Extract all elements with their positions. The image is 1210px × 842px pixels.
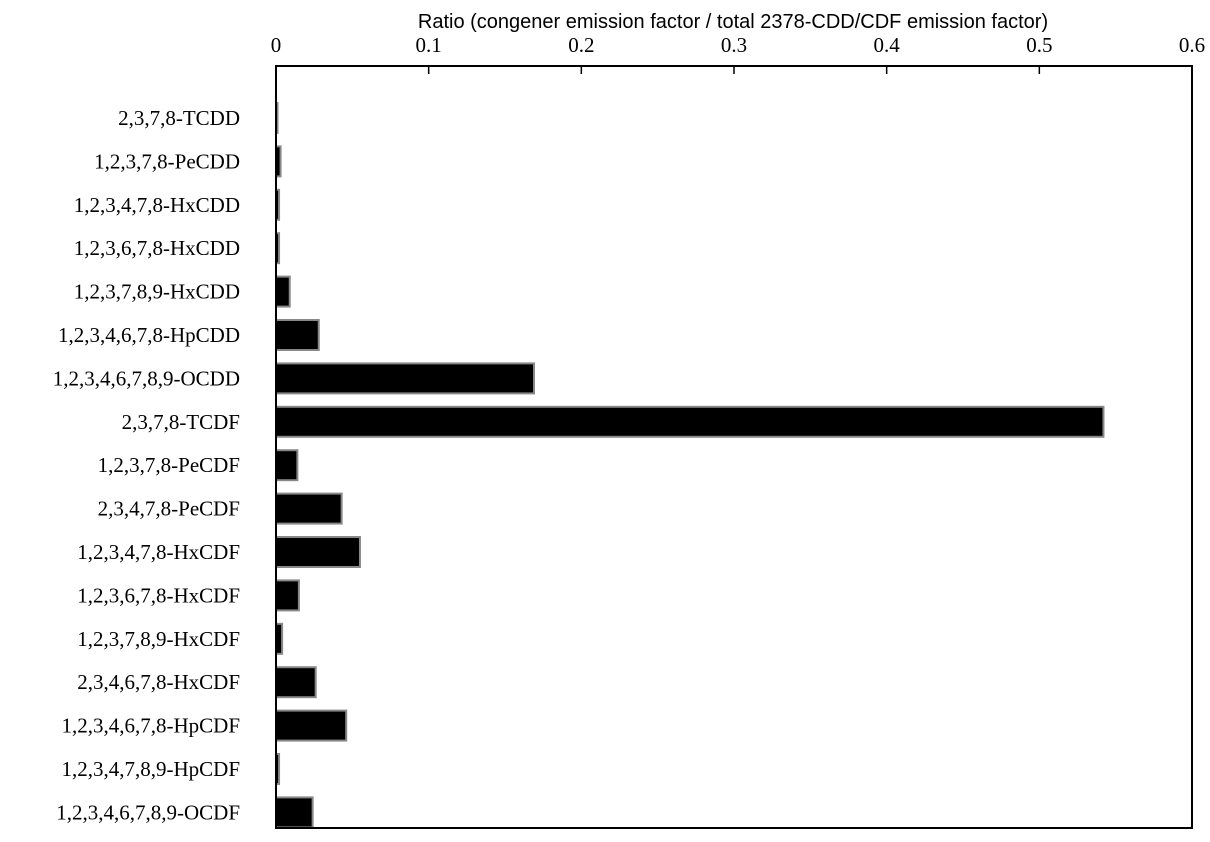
category-label: 1,2,3,4,7,8-HxCDF	[77, 540, 240, 564]
bars	[275, 102, 1105, 829]
x-tick-label: 0.1	[416, 33, 442, 57]
category-label: 1,2,3,4,6,7,8,9-OCDD	[53, 366, 240, 390]
x-tick-label: 0.5	[1026, 33, 1052, 57]
category-label: 1,2,3,4,6,7,8,9-OCDF	[56, 800, 240, 824]
bar	[275, 449, 299, 482]
bar	[275, 405, 1105, 438]
category-label: 1,2,3,4,7,8,9-HpCDF	[61, 757, 240, 781]
bar	[275, 275, 291, 308]
bar	[275, 709, 348, 742]
category-label: 1,2,3,7,8,9-HxCDD	[74, 280, 240, 304]
category-label: 1,2,3,7,8-PeCDD	[94, 149, 240, 173]
x-tick-label: 0.3	[721, 33, 747, 57]
category-label: 1,2,3,4,6,7,8-HpCDF	[61, 714, 240, 738]
bar	[275, 492, 343, 525]
bar	[275, 579, 300, 612]
category-label: 1,2,3,4,6,7,8-HpCDD	[58, 323, 240, 347]
category-label: 1,2,3,6,7,8-HxCDF	[77, 583, 240, 607]
category-label: 1,2,3,4,7,8-HxCDD	[74, 193, 240, 217]
x-axis-ticks: 0 0.1 0.2 0.3 0.4 0.5 0.6	[271, 33, 1205, 74]
category-label: 2,3,4,6,7,8-HxCDF	[77, 670, 240, 694]
category-label: 1,2,3,6,7,8-HxCDD	[74, 236, 240, 260]
category-label: 2,3,7,8-TCDF	[122, 410, 240, 434]
category-label: 1,2,3,7,8,9-HxCDF	[77, 627, 240, 651]
bar	[275, 536, 361, 568]
x-tick-label: 0.6	[1179, 33, 1205, 57]
x-tick-label: 0	[271, 33, 282, 57]
category-label: 2,3,4,7,8-PeCDF	[98, 497, 240, 521]
bar	[275, 362, 536, 395]
bar	[275, 666, 317, 699]
plot-frame	[275, 65, 1193, 829]
category-label: 2,3,7,8-TCDD	[118, 106, 240, 130]
x-tick-label: 0.4	[874, 33, 901, 57]
x-tick-label: 0.2	[568, 33, 594, 57]
category-label: 1,2,3,7,8-PeCDF	[98, 453, 240, 477]
x-axis-title: Ratio (congener emission factor / total …	[418, 11, 1048, 33]
bar	[275, 319, 320, 351]
category-labels: 2,3,7,8-TCDD 1,2,3,7,8-PeCDD 1,2,3,4,7,8-H…	[53, 106, 240, 824]
bar	[275, 796, 314, 829]
